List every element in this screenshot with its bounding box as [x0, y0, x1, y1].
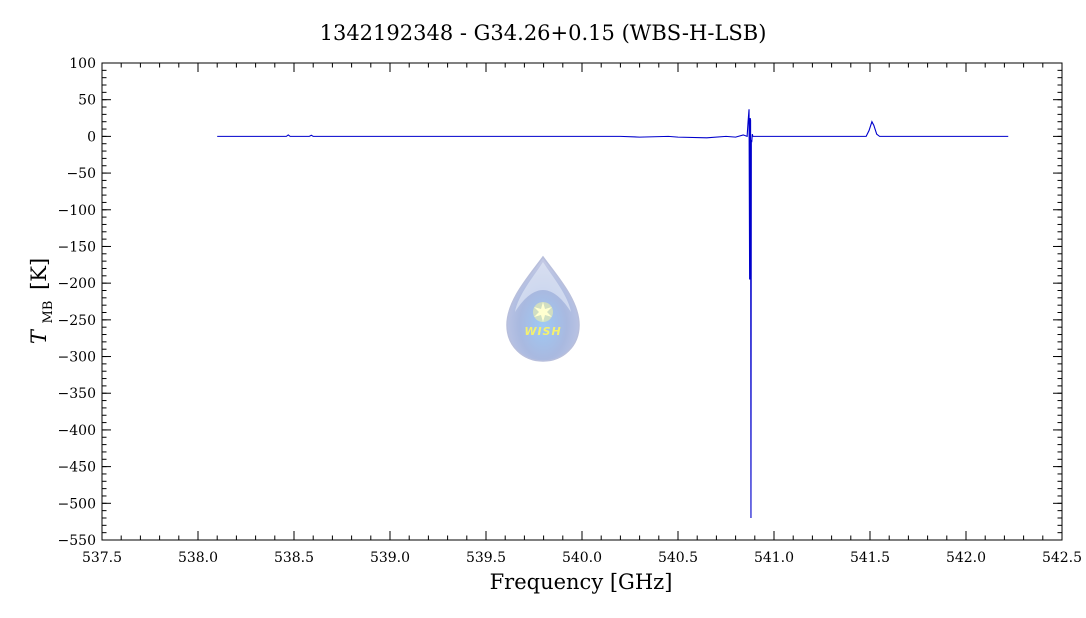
y-tick-label: −350: [58, 386, 96, 402]
axis-ticks: [101, 62, 1063, 541]
x-axis-label: Frequency [GHz]: [490, 570, 673, 594]
y-tick-label: −50: [66, 166, 96, 182]
x-tick-label: 537.5: [82, 550, 122, 566]
drop-highlight-icon: [515, 262, 571, 312]
x-tick-labels: 537.5 538.0 538.5 539.0 539.5 540.0 540.5 541.0…: [82, 550, 1082, 566]
y-tick-label: −550: [58, 533, 96, 549]
x-tick-label: 538.5: [274, 550, 314, 566]
y-tick-label: −500: [58, 496, 96, 512]
logo-text: WISH: [524, 325, 561, 338]
y-tick-label: −100: [58, 203, 96, 219]
y-tick-labels: 100 50 0 −50 −100 −150 −200 −250 −300 −350 −400 −45…: [58, 56, 96, 549]
star-icon: [534, 302, 552, 322]
x-tick-label: 540.0: [562, 550, 602, 566]
y-tick-label: 0: [87, 129, 96, 145]
y-axis-label: T MB [K]: [27, 258, 57, 344]
svg-text:T MB [K]: T MB [K]: [27, 258, 57, 344]
x-tick-label: 540.5: [658, 550, 698, 566]
y-tick-label: 50: [78, 93, 96, 109]
spectrum-line: [217, 109, 1009, 518]
x-tick-label: 542.0: [946, 550, 986, 566]
x-tick-label: 539.0: [370, 550, 410, 566]
y-tick-label: −250: [58, 313, 96, 329]
y-tick-label: −400: [58, 423, 96, 439]
x-tick-label: 541.0: [754, 550, 794, 566]
y-axis-label-unit: [K]: [27, 258, 51, 290]
y-tick-label: 100: [69, 56, 96, 72]
chart-title: 1342192348 - G34.26+0.15 (WBS-H-LSB): [320, 21, 767, 45]
y-axis-label-subscript: MB: [41, 301, 56, 324]
x-tick-label: 539.5: [466, 550, 506, 566]
y-tick-label: −200: [58, 276, 96, 292]
x-tick-label: 541.5: [850, 550, 890, 566]
series-group: [217, 109, 1009, 518]
wish-logo-watermark: WISH: [506, 255, 580, 362]
plot-frame: [101, 62, 1063, 541]
y-tick-label: −450: [58, 460, 96, 476]
x-tick-label: 538.0: [178, 550, 218, 566]
y-tick-label: −150: [58, 239, 96, 255]
x-tick-label: 542.5: [1042, 550, 1082, 566]
y-tick-label: −300: [58, 350, 96, 366]
y-axis-label-symbol: T: [27, 328, 51, 344]
